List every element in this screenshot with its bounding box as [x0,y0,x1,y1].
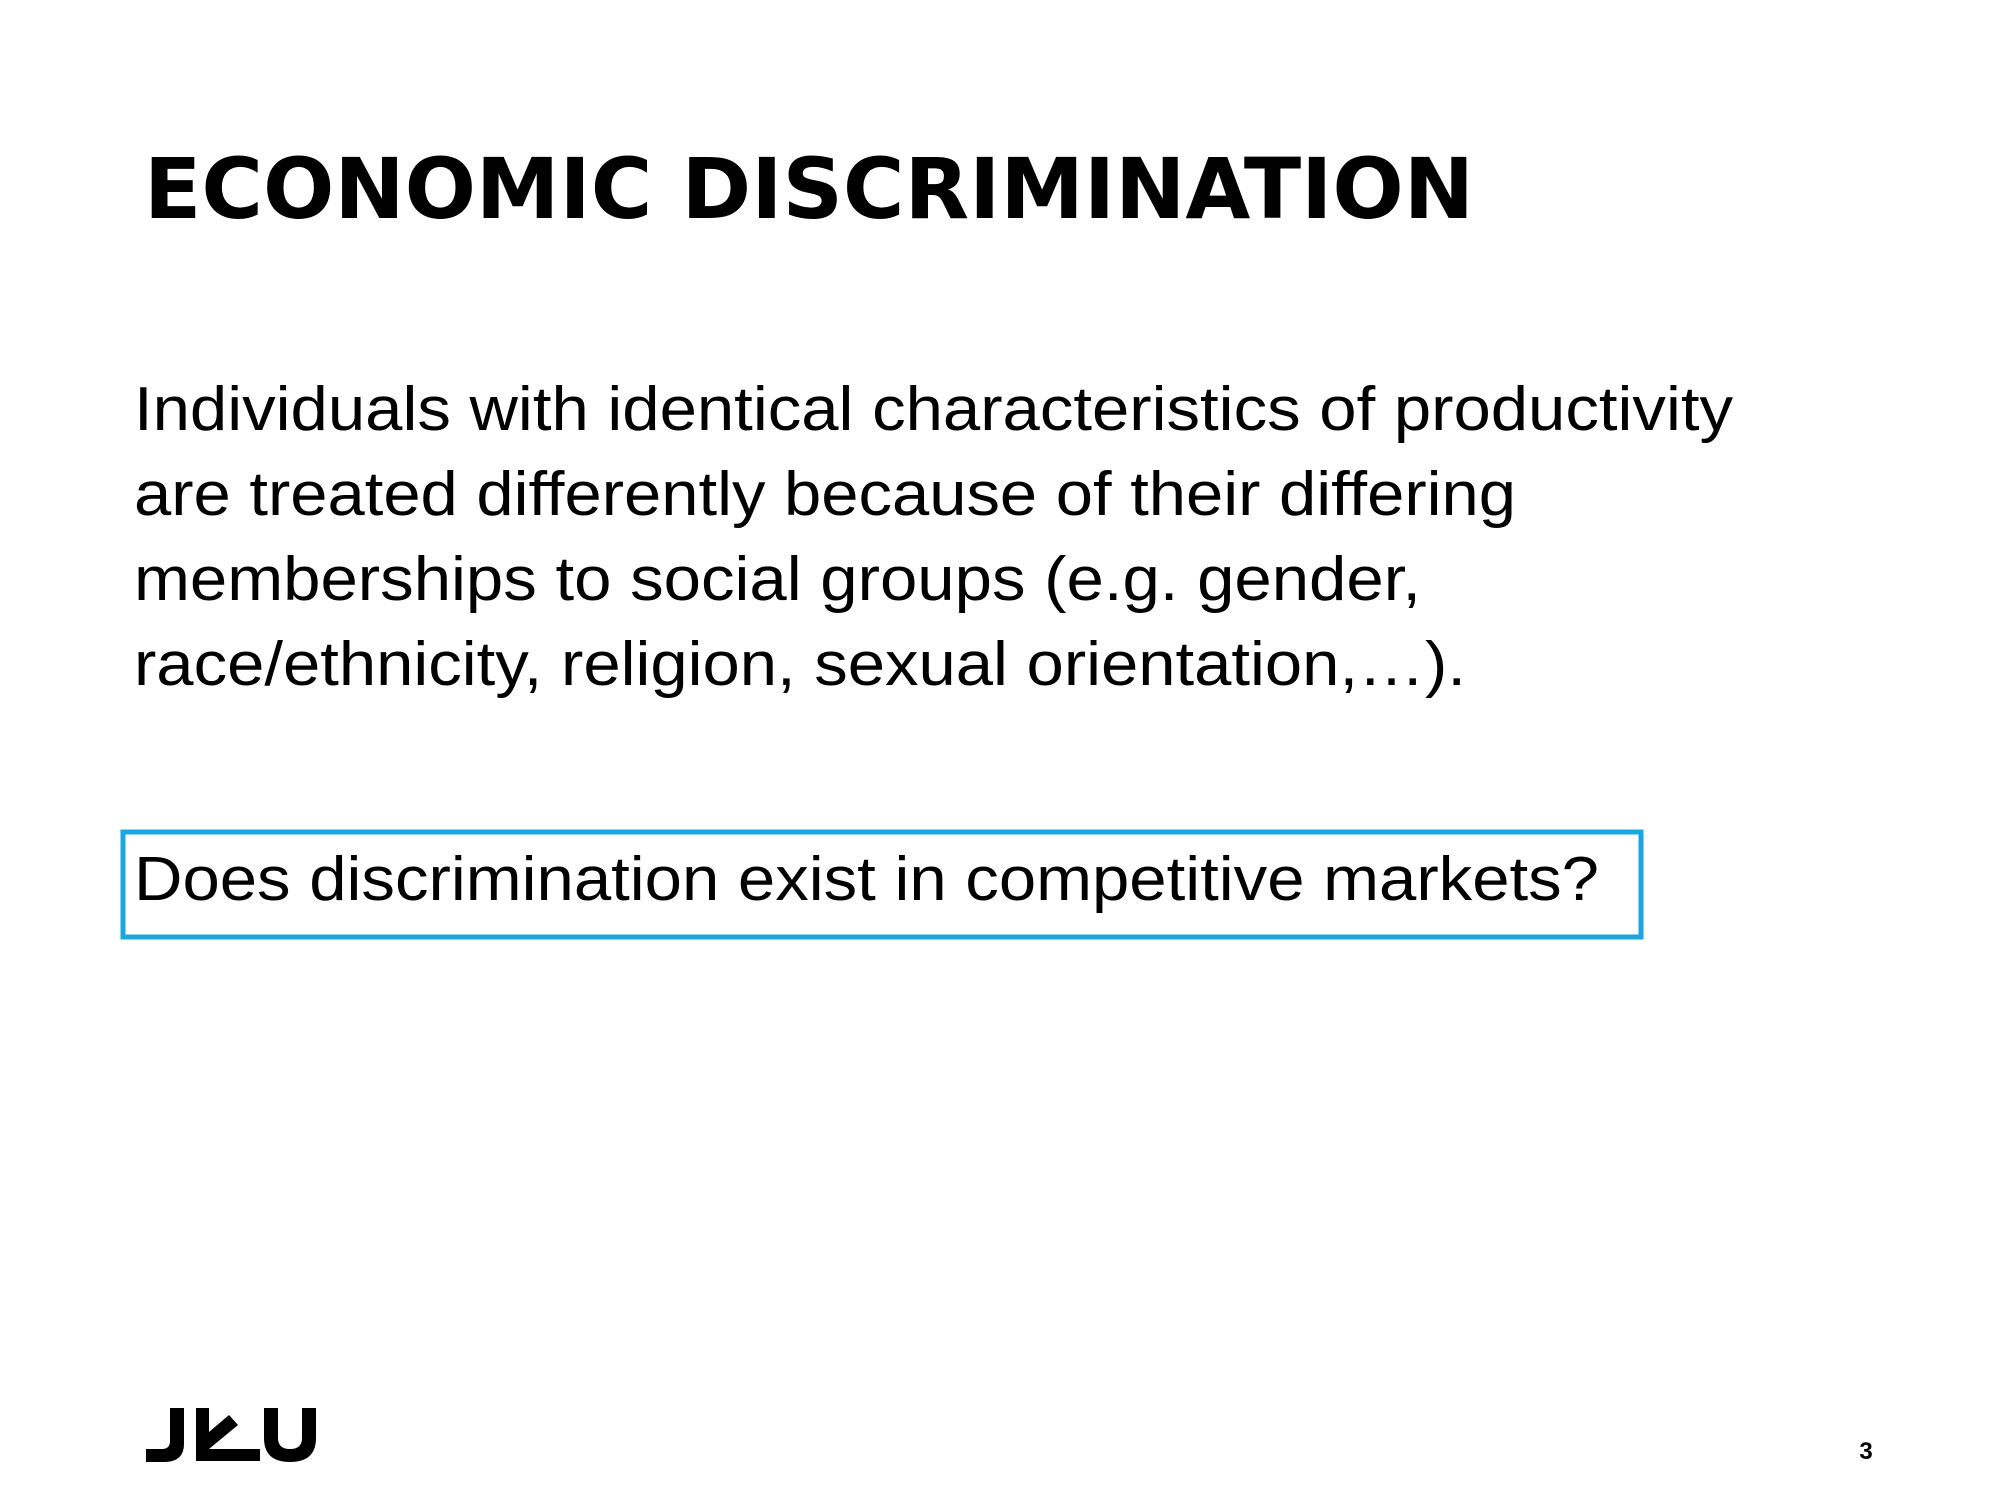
body-line: memberships to social groups (e.g. gende… [134,545,1421,614]
question: Does discrimination exist in competitive… [134,845,1599,914]
logo-u [264,1408,316,1462]
question-box [120,829,1644,940]
body-line: Individuals with identical characteristi… [134,375,1733,444]
body-line: race/ethnicity, religion, sexual orienta… [134,630,1466,699]
jku-logo [146,1408,316,1462]
slide-title: ECONOMIC DISCRIMINATION [144,140,1474,238]
page-number: 3 [1859,1438,1872,1465]
logo-k [196,1408,260,1461]
body-line: are treated differently because of their… [134,460,1516,529]
logo-j [146,1408,184,1462]
body-text: Individuals with identical characteristi… [134,375,1733,699]
